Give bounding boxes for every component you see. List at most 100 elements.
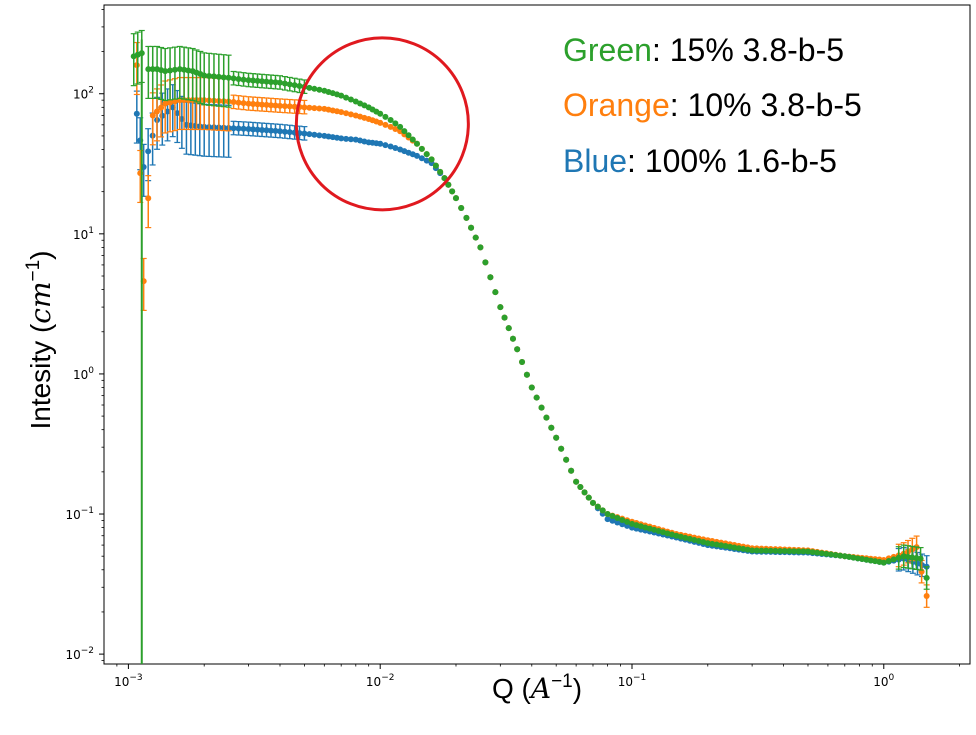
- data-point: [401, 128, 408, 135]
- y-tick-exp: −2: [81, 646, 94, 656]
- data-point: [577, 484, 584, 491]
- data-point: [145, 66, 152, 73]
- data-point: [338, 135, 345, 142]
- data-point: [423, 157, 430, 164]
- data-point: [614, 519, 621, 526]
- data-point: [923, 574, 930, 581]
- data-point: [311, 131, 318, 138]
- data-point: [149, 66, 156, 73]
- data-point: [387, 143, 394, 150]
- x-axis-label-exp: −1: [551, 671, 573, 692]
- data-point: [281, 128, 288, 135]
- data-point: [263, 78, 270, 85]
- data-point: [392, 126, 399, 133]
- data-point: [753, 547, 760, 554]
- data-point: [250, 126, 257, 133]
- data-point: [145, 148, 152, 155]
- data-point: [343, 110, 350, 117]
- y-tick-base: 10: [73, 228, 88, 242]
- x-axis-label-math: A: [528, 672, 551, 705]
- data-point: [347, 111, 354, 118]
- highlight-circle: [294, 36, 470, 212]
- data-point: [291, 103, 298, 110]
- data-point: [306, 104, 313, 111]
- data-point: [423, 151, 430, 158]
- data-point: [609, 512, 616, 519]
- data-point: [235, 125, 242, 132]
- data-point: [259, 78, 266, 85]
- data-point: [201, 72, 208, 79]
- data-point: [235, 75, 242, 82]
- data-point: [731, 544, 738, 551]
- data-point: [548, 424, 555, 431]
- data-point: [316, 105, 323, 112]
- data-point: [445, 181, 452, 188]
- data-point: [468, 224, 475, 231]
- data-point: [392, 145, 399, 152]
- data-point: [316, 86, 323, 93]
- data-point: [174, 110, 181, 117]
- data-point: [276, 128, 283, 135]
- data-point: [472, 234, 479, 241]
- data-point: [240, 125, 247, 132]
- x-tick-base: 10: [618, 675, 633, 689]
- data-point: [306, 131, 313, 138]
- data-point: [338, 92, 345, 99]
- y-tick-label: 10−2: [65, 646, 94, 662]
- data-point: [418, 155, 425, 162]
- data-point: [827, 551, 834, 558]
- data-point: [158, 104, 165, 111]
- data-point: [744, 546, 751, 553]
- data-point: [432, 162, 439, 169]
- data-point: [272, 127, 279, 134]
- data-point: [804, 548, 811, 555]
- data-point: [619, 516, 626, 523]
- data-point: [397, 128, 404, 135]
- data-point: [343, 135, 350, 142]
- data-point: [167, 99, 174, 106]
- data-point: [837, 552, 844, 559]
- data-point: [923, 592, 930, 599]
- data-point: [538, 404, 545, 411]
- data-point: [235, 99, 242, 106]
- data-point: [382, 142, 389, 149]
- x-tick-base: 10: [366, 675, 381, 689]
- data-point: [709, 540, 716, 547]
- x-tick-exp: 0: [889, 673, 895, 683]
- data-point: [604, 511, 611, 518]
- data-point: [749, 547, 756, 554]
- data-point: [700, 539, 707, 546]
- data-point: [505, 325, 512, 332]
- y-tick-exp: 1: [88, 226, 94, 236]
- y-axis-label-prefix: Intesity (: [25, 323, 56, 429]
- data-point: [509, 335, 516, 342]
- data-point: [286, 81, 293, 88]
- legend-color-word: Blue: [563, 143, 627, 179]
- data-point: [171, 66, 178, 73]
- data-point: [240, 100, 247, 107]
- y-tick-label: 100: [73, 366, 94, 382]
- data-point: [210, 73, 217, 80]
- y-axis-label-exp: −1: [23, 260, 44, 282]
- data-point: [382, 113, 389, 120]
- x-axis-label-suffix: ): [573, 673, 582, 704]
- legend-color-word: Orange: [563, 87, 670, 123]
- data-point: [347, 136, 354, 143]
- data-point: [387, 123, 394, 130]
- data-point: [286, 103, 293, 110]
- data-point: [573, 478, 580, 485]
- data-point: [263, 101, 270, 108]
- data-point: [599, 507, 606, 514]
- data-point: [145, 195, 152, 202]
- data-point: [149, 112, 156, 119]
- data-point: [296, 83, 303, 90]
- data-point: [291, 82, 298, 89]
- data-point: [413, 140, 420, 147]
- data-point: [162, 68, 169, 75]
- data-point: [594, 503, 601, 510]
- data-point: [268, 102, 275, 109]
- plot-frame: [103, 4, 971, 665]
- data-point: [382, 121, 389, 128]
- data-point: [781, 548, 788, 555]
